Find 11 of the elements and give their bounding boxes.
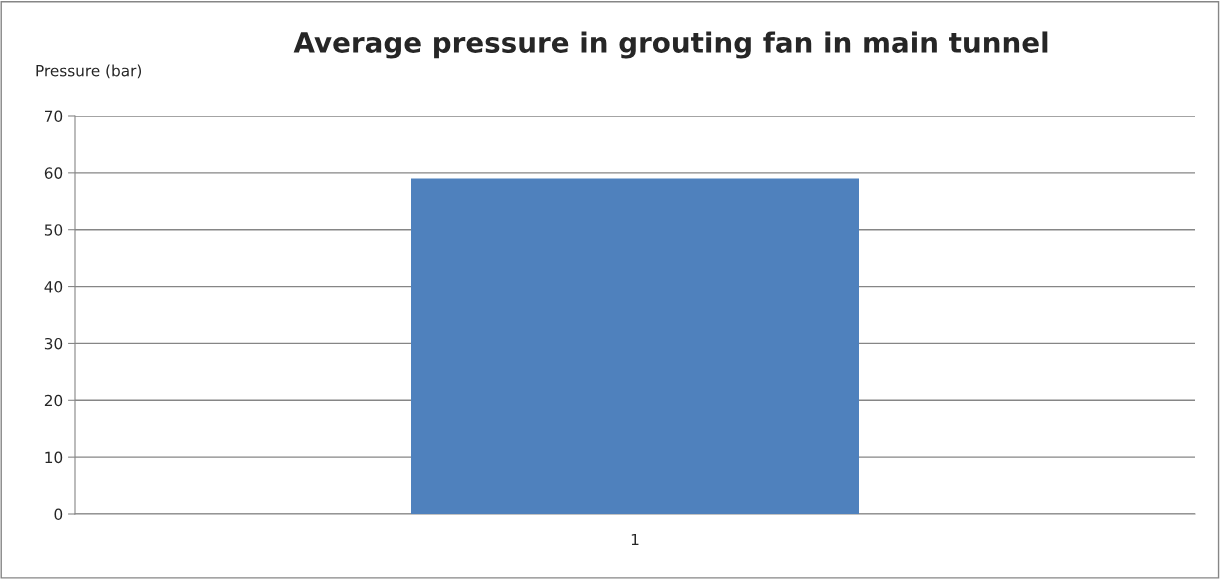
y-tick-label: 60 xyxy=(44,167,63,179)
x-tick-label: 1 xyxy=(631,533,639,546)
y-tick-label: 40 xyxy=(44,281,63,293)
y-tick-label: 20 xyxy=(44,394,63,407)
y-tick-label: 30 xyxy=(44,337,63,350)
chart-title: Average pressure in grouting fan in main tunnel xyxy=(293,31,1048,59)
y-tick-label: 10 xyxy=(45,451,63,464)
y-tick-label: 0 xyxy=(54,508,63,521)
y-tick-label: 70 xyxy=(45,110,63,123)
y-axis-title: Pressure (bar) xyxy=(36,64,142,79)
y-tick-label: 50 xyxy=(44,224,63,236)
